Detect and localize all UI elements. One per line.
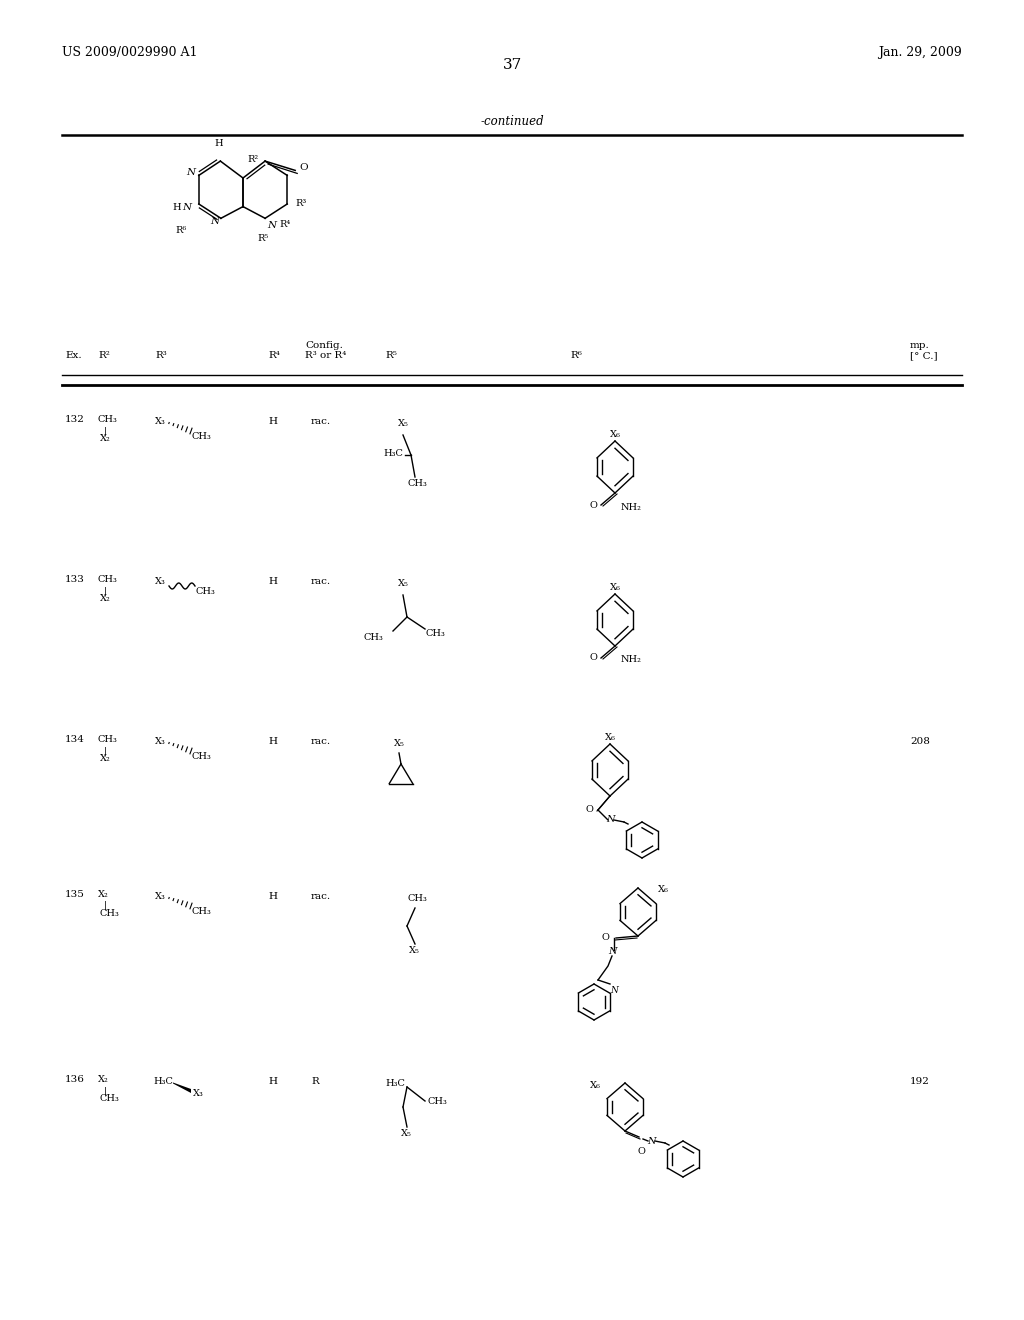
Text: NH₂: NH₂ — [621, 503, 642, 511]
Text: H₃C: H₃C — [385, 1078, 404, 1088]
Text: CH₃: CH₃ — [196, 587, 216, 597]
Text: H: H — [268, 892, 278, 902]
Text: CH₃: CH₃ — [407, 479, 427, 488]
Text: X₂: X₂ — [98, 890, 109, 899]
Text: X₆: X₆ — [590, 1081, 601, 1089]
Text: H: H — [172, 203, 181, 213]
Text: O: O — [601, 933, 609, 942]
Text: O: O — [585, 805, 593, 814]
Text: US 2009/0029990 A1: US 2009/0029990 A1 — [62, 46, 198, 59]
Text: -continued: -continued — [480, 115, 544, 128]
Text: Config.: Config. — [305, 341, 343, 350]
Text: N: N — [647, 1137, 655, 1146]
Text: H: H — [268, 1077, 278, 1086]
Text: H: H — [268, 737, 278, 746]
Text: 135: 135 — [65, 890, 85, 899]
Text: 136: 136 — [65, 1074, 85, 1084]
Text: X₂: X₂ — [100, 594, 111, 603]
Text: |: | — [104, 1086, 108, 1096]
Text: NH₂: NH₂ — [621, 656, 642, 664]
Text: R⁶: R⁶ — [175, 226, 186, 235]
Text: X₂: X₂ — [98, 1074, 109, 1084]
Text: X₅: X₅ — [397, 579, 409, 587]
Text: CH₃: CH₃ — [100, 909, 120, 917]
Text: N: N — [267, 222, 276, 230]
Text: CH₃: CH₃ — [427, 1097, 446, 1106]
Text: N: N — [182, 203, 191, 213]
Text: X₃: X₃ — [155, 577, 166, 586]
Text: X₅: X₅ — [401, 1129, 412, 1138]
Text: X₆: X₆ — [609, 583, 621, 591]
Text: X₃: X₃ — [155, 417, 166, 426]
Text: CH₃: CH₃ — [193, 907, 212, 916]
Text: |: | — [104, 902, 108, 911]
Text: X₃: X₃ — [193, 1089, 204, 1098]
Text: |: | — [104, 586, 108, 595]
Text: X₆: X₆ — [658, 886, 669, 895]
Text: R²: R² — [247, 154, 258, 164]
Text: Jan. 29, 2009: Jan. 29, 2009 — [879, 46, 962, 59]
Text: N: N — [210, 216, 219, 226]
Text: X₅: X₅ — [393, 739, 404, 748]
Text: [° C.]: [° C.] — [910, 351, 938, 360]
Text: 132: 132 — [65, 414, 85, 424]
Text: H: H — [214, 139, 222, 148]
Text: X₅: X₅ — [409, 946, 420, 954]
Text: X₅: X₅ — [397, 418, 409, 428]
Text: X₆: X₆ — [609, 430, 621, 440]
Text: |: | — [104, 746, 108, 755]
Text: CH₃: CH₃ — [193, 752, 212, 762]
Text: N: N — [610, 986, 617, 995]
Text: CH₃: CH₃ — [407, 894, 427, 903]
Text: O: O — [637, 1147, 645, 1156]
Text: 192: 192 — [910, 1077, 930, 1086]
Text: X₃: X₃ — [155, 892, 166, 902]
Text: CH₃: CH₃ — [98, 414, 118, 424]
Text: R²: R² — [98, 351, 110, 360]
Text: rac.: rac. — [311, 577, 331, 586]
Text: 134: 134 — [65, 735, 85, 744]
Text: CH₃: CH₃ — [364, 634, 383, 642]
Text: O: O — [299, 162, 308, 172]
Text: CH₃: CH₃ — [100, 1094, 120, 1104]
Text: H₃C: H₃C — [153, 1077, 173, 1086]
Text: rac.: rac. — [311, 737, 331, 746]
Text: 37: 37 — [503, 58, 521, 73]
Text: R³: R³ — [295, 199, 306, 209]
Text: H₃C: H₃C — [383, 449, 402, 458]
Text: R⁶: R⁶ — [570, 351, 582, 360]
Text: rac.: rac. — [311, 892, 331, 902]
Text: N: N — [608, 948, 616, 957]
Text: CH₃: CH₃ — [425, 630, 444, 638]
Polygon shape — [173, 1082, 191, 1093]
Text: R³ or R⁴: R³ or R⁴ — [305, 351, 346, 360]
Text: rac.: rac. — [311, 417, 331, 426]
Text: N: N — [186, 168, 196, 177]
Text: N: N — [606, 816, 614, 825]
Text: R³: R³ — [155, 351, 167, 360]
Text: H: H — [268, 417, 278, 426]
Text: 133: 133 — [65, 576, 85, 583]
Text: R⁴: R⁴ — [268, 351, 280, 360]
Text: R⁴: R⁴ — [280, 220, 291, 230]
Text: |: | — [104, 426, 108, 436]
Text: X₃: X₃ — [155, 737, 166, 746]
Text: X₂: X₂ — [100, 754, 111, 763]
Text: R⁵: R⁵ — [385, 351, 397, 360]
Text: R: R — [311, 1077, 318, 1086]
Text: CH₃: CH₃ — [193, 432, 212, 441]
Text: CH₃: CH₃ — [98, 576, 118, 583]
Text: R⁵: R⁵ — [257, 235, 268, 243]
Text: X₂: X₂ — [100, 434, 111, 444]
Text: X₆: X₆ — [604, 733, 615, 742]
Text: Ex.: Ex. — [65, 351, 82, 360]
Text: H: H — [268, 577, 278, 586]
Text: CH₃: CH₃ — [98, 735, 118, 744]
Text: O: O — [589, 653, 597, 663]
Text: 208: 208 — [910, 737, 930, 746]
Text: O: O — [589, 500, 597, 510]
Text: mp.: mp. — [910, 341, 930, 350]
